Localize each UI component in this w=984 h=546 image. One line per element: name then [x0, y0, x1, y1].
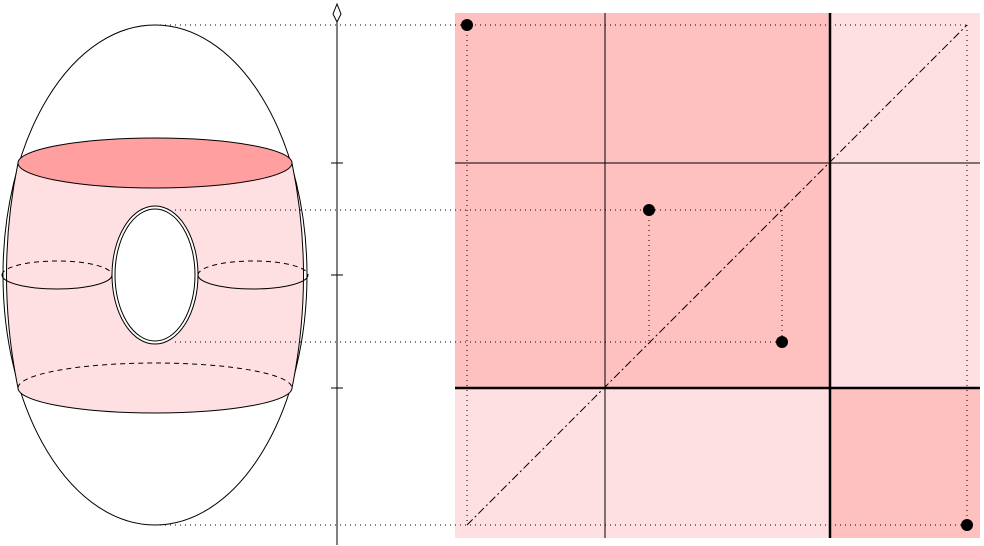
surface	[1, 24, 309, 526]
axis	[331, 2, 343, 545]
persistence-square	[455, 13, 980, 538]
right-ring-back	[197, 260, 309, 276]
left-ring-back	[1, 260, 113, 276]
right-ring-front	[197, 274, 309, 290]
left-ring-front	[1, 274, 113, 290]
hole-outer	[111, 205, 199, 345]
point	[961, 519, 973, 531]
point	[643, 204, 655, 216]
guides	[155, 24, 968, 526]
point	[461, 19, 473, 31]
diagonal	[466, 24, 968, 526]
region	[455, 13, 830, 388]
hole-inner	[114, 208, 196, 342]
axis-arrow	[332, 2, 342, 24]
top-disk	[17, 137, 293, 189]
region	[830, 388, 980, 538]
points	[461, 19, 973, 531]
bottom-back	[17, 362, 293, 389]
point	[776, 336, 788, 348]
